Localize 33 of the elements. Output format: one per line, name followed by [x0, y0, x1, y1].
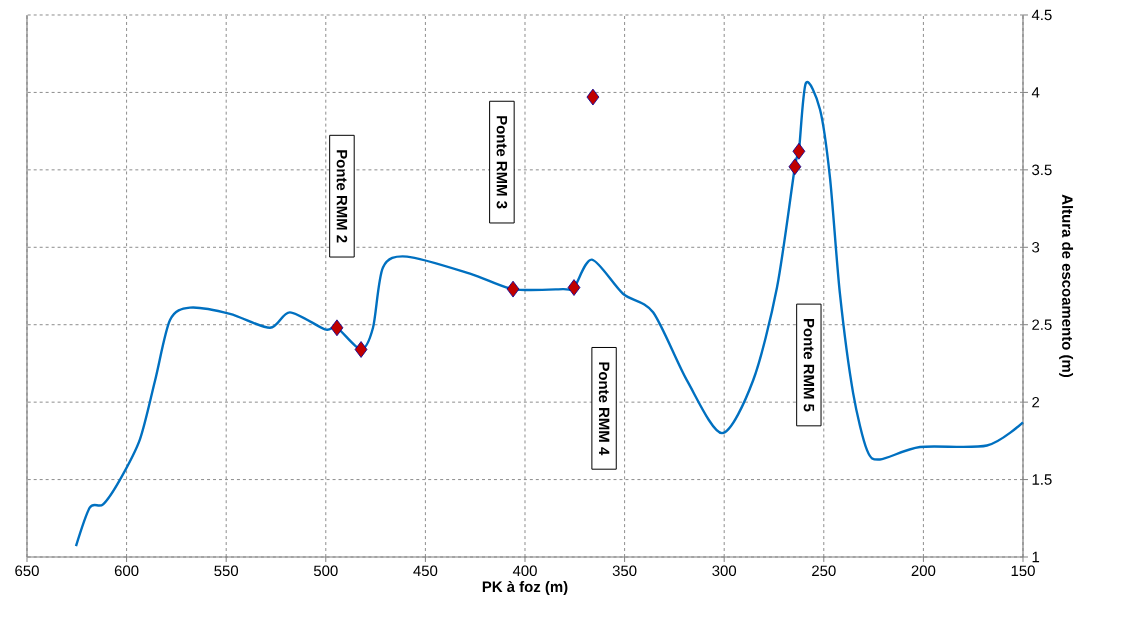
x-tick-label: 150: [1011, 565, 1035, 577]
point: [506, 280, 520, 298]
line-series: [74, 81, 1025, 548]
x-tick-label: 500: [313, 565, 338, 577]
y-tick-label: 4: [1031, 87, 1040, 98]
point: [567, 279, 581, 296]
y-tick-label: 3: [1032, 241, 1040, 253]
point: [330, 319, 344, 337]
x-tick-label: 550: [214, 565, 239, 577]
x-tick-label: 400: [512, 565, 537, 577]
y-tick-label: 1: [1032, 551, 1040, 563]
y-tick-label: 3.5: [1032, 164, 1052, 176]
x-tick-label: 350: [612, 565, 637, 577]
point: [788, 158, 802, 176]
x-tick-label: 450: [413, 565, 438, 577]
x-tick-label: 200: [911, 565, 936, 577]
y-tick-label: 4.5: [1031, 9, 1052, 21]
annotation: Ponte RMM 3: [496, 116, 508, 209]
point: [586, 88, 600, 106]
y-tick-label: 1.5: [1032, 474, 1052, 485]
x-axis-title: PK à foz (m): [482, 580, 568, 595]
x-tick-label: 650: [15, 565, 39, 577]
annotation: Ponte RMM 5: [803, 319, 815, 412]
y-axis-title: Altura de escoamento (m): [1059, 194, 1074, 377]
x-tick-label: 300: [712, 565, 737, 577]
x-tick-label: 250: [812, 565, 836, 577]
point: [354, 341, 368, 358]
point: [792, 142, 806, 160]
annotation: Ponte RMM 2: [336, 150, 348, 243]
annotation: Ponte RMM 4: [598, 362, 610, 456]
x-tick-label: 600: [114, 565, 139, 577]
y-tick-label: 2: [1032, 396, 1040, 408]
y-tick-label: 2.5: [1032, 319, 1052, 330]
